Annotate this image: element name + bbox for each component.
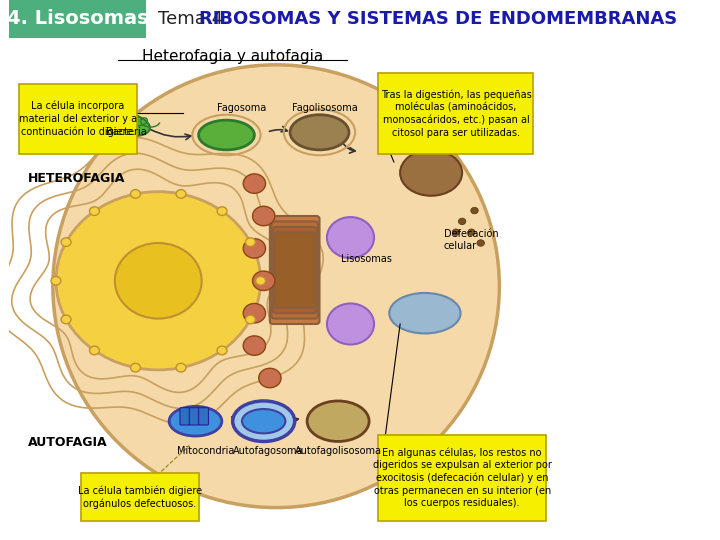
Text: AUTOFAGIA: AUTOFAGIA	[28, 436, 108, 449]
Text: RIBOSOMAS Y SISTEMAS DE ENDOMEMBRANAS: RIBOSOMAS Y SISTEMAS DE ENDOMEMBRANAS	[199, 10, 677, 28]
Text: Fagolisosoma: Fagolisosoma	[292, 103, 357, 113]
FancyBboxPatch shape	[19, 84, 137, 154]
Text: En algunas células, los restos no
digeridos se expulsan al exterior por
exocitos: En algunas células, los restos no digeri…	[373, 448, 552, 508]
FancyBboxPatch shape	[180, 408, 190, 425]
Ellipse shape	[169, 406, 222, 436]
FancyBboxPatch shape	[189, 408, 199, 425]
Circle shape	[217, 346, 227, 355]
Ellipse shape	[400, 150, 462, 195]
FancyBboxPatch shape	[271, 221, 318, 319]
Circle shape	[176, 363, 186, 372]
Circle shape	[246, 315, 256, 324]
Circle shape	[477, 240, 485, 246]
Circle shape	[243, 336, 266, 355]
Circle shape	[217, 207, 227, 215]
FancyBboxPatch shape	[9, 0, 146, 38]
Circle shape	[471, 207, 478, 214]
Circle shape	[327, 217, 374, 258]
FancyBboxPatch shape	[379, 435, 546, 521]
Circle shape	[256, 276, 266, 285]
FancyBboxPatch shape	[81, 472, 199, 521]
Ellipse shape	[307, 401, 369, 442]
Ellipse shape	[199, 120, 254, 150]
Text: La célula también digiere
orgánulos defectuosos.: La célula también digiere orgánulos defe…	[78, 485, 202, 509]
Circle shape	[61, 315, 71, 324]
Text: Heterofagia y autofagia: Heterofagia y autofagia	[142, 49, 323, 64]
FancyBboxPatch shape	[199, 408, 209, 425]
Text: HETEROFAGIA: HETEROFAGIA	[28, 172, 125, 185]
Circle shape	[468, 229, 475, 235]
Circle shape	[246, 238, 256, 246]
Ellipse shape	[104, 112, 150, 136]
Text: Fagosoma: Fagosoma	[217, 103, 266, 113]
FancyBboxPatch shape	[270, 216, 320, 324]
Ellipse shape	[390, 293, 461, 333]
Circle shape	[89, 346, 99, 355]
Circle shape	[130, 363, 140, 372]
FancyBboxPatch shape	[274, 232, 315, 308]
Circle shape	[115, 243, 202, 319]
Circle shape	[452, 229, 459, 235]
Circle shape	[459, 218, 466, 225]
Text: Autofagosoma: Autofagosoma	[233, 446, 303, 456]
Text: La célula incorpora
material del exterior y a
continuación lo digiere.: La célula incorpora material del exterio…	[19, 101, 137, 137]
FancyBboxPatch shape	[273, 227, 316, 313]
Text: Tema 4.: Tema 4.	[158, 10, 235, 28]
Ellipse shape	[233, 401, 294, 442]
Text: Defecación
celular: Defecación celular	[444, 230, 498, 251]
Circle shape	[56, 192, 261, 370]
Circle shape	[253, 271, 275, 291]
Circle shape	[258, 368, 281, 388]
Text: Bacteria: Bacteria	[106, 127, 146, 137]
Text: Tras la digestión, las pequeñas
moléculas (aminoácidos,
monosacáridos, etc.) pas: Tras la digestión, las pequeñas molécula…	[381, 89, 531, 138]
Ellipse shape	[242, 409, 285, 433]
Text: Autofagolisosoma: Autofagolisosoma	[294, 446, 382, 456]
Circle shape	[243, 303, 266, 323]
Ellipse shape	[290, 115, 349, 150]
Ellipse shape	[53, 65, 500, 508]
Circle shape	[243, 174, 266, 193]
Text: 4. Lisosomas: 4. Lisosomas	[6, 9, 148, 29]
Circle shape	[61, 238, 71, 246]
Text: Lisosomas: Lisosomas	[341, 254, 392, 264]
Circle shape	[130, 190, 140, 198]
FancyBboxPatch shape	[379, 73, 534, 154]
Circle shape	[51, 276, 61, 285]
Text: Mitocondria: Mitocondria	[177, 446, 234, 456]
Circle shape	[243, 239, 266, 258]
Circle shape	[176, 190, 186, 198]
Circle shape	[89, 207, 99, 215]
Circle shape	[327, 303, 374, 345]
Circle shape	[253, 206, 275, 226]
